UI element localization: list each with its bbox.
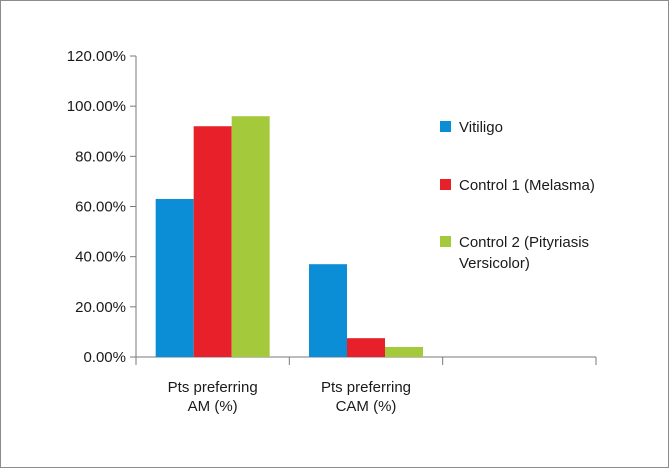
legend-swatch <box>440 121 451 132</box>
bar <box>231 116 270 357</box>
legend-swatch <box>440 236 451 247</box>
x-category-label: Pts preferring <box>321 379 411 396</box>
x-axis-categories: Pts preferring AM (%) Pts preferring CAM (%… <box>168 379 411 415</box>
x-category-label: Pts preferring <box>168 379 258 396</box>
x-category-label: AM (%) <box>188 398 238 415</box>
bar <box>193 126 232 357</box>
y-tick-label: 120.00% <box>67 48 126 65</box>
y-tick-label: 20.00% <box>75 299 126 316</box>
y-tick-label: 100.00% <box>67 98 126 115</box>
legend-label: Versicolor) <box>459 255 530 272</box>
y-axis-ticks: 0.00% 20.00% 40.00% 60.00% 80.00% 100.00% 120.… <box>67 48 136 366</box>
bar <box>347 338 385 357</box>
x-category-label: CAM (%) <box>336 398 397 415</box>
legend-label: Control 2 (Pityriasis <box>459 234 589 251</box>
legend-label: Control 1 (Melasma) <box>459 177 595 194</box>
bar <box>309 264 347 357</box>
legend-swatch <box>440 179 451 190</box>
y-tick-label: 80.00% <box>75 148 126 165</box>
y-tick-label: 60.00% <box>75 199 126 216</box>
chart-legend: Vitiligo Control 1 (Melasma) Control 2 (Pi… <box>440 119 595 272</box>
bar <box>155 198 194 357</box>
bar <box>385 346 423 357</box>
chart-bars <box>155 116 423 357</box>
y-tick-label: 0.00% <box>83 349 126 366</box>
y-tick-label: 40.00% <box>75 249 126 266</box>
legend-label: Vitiligo <box>459 119 503 136</box>
